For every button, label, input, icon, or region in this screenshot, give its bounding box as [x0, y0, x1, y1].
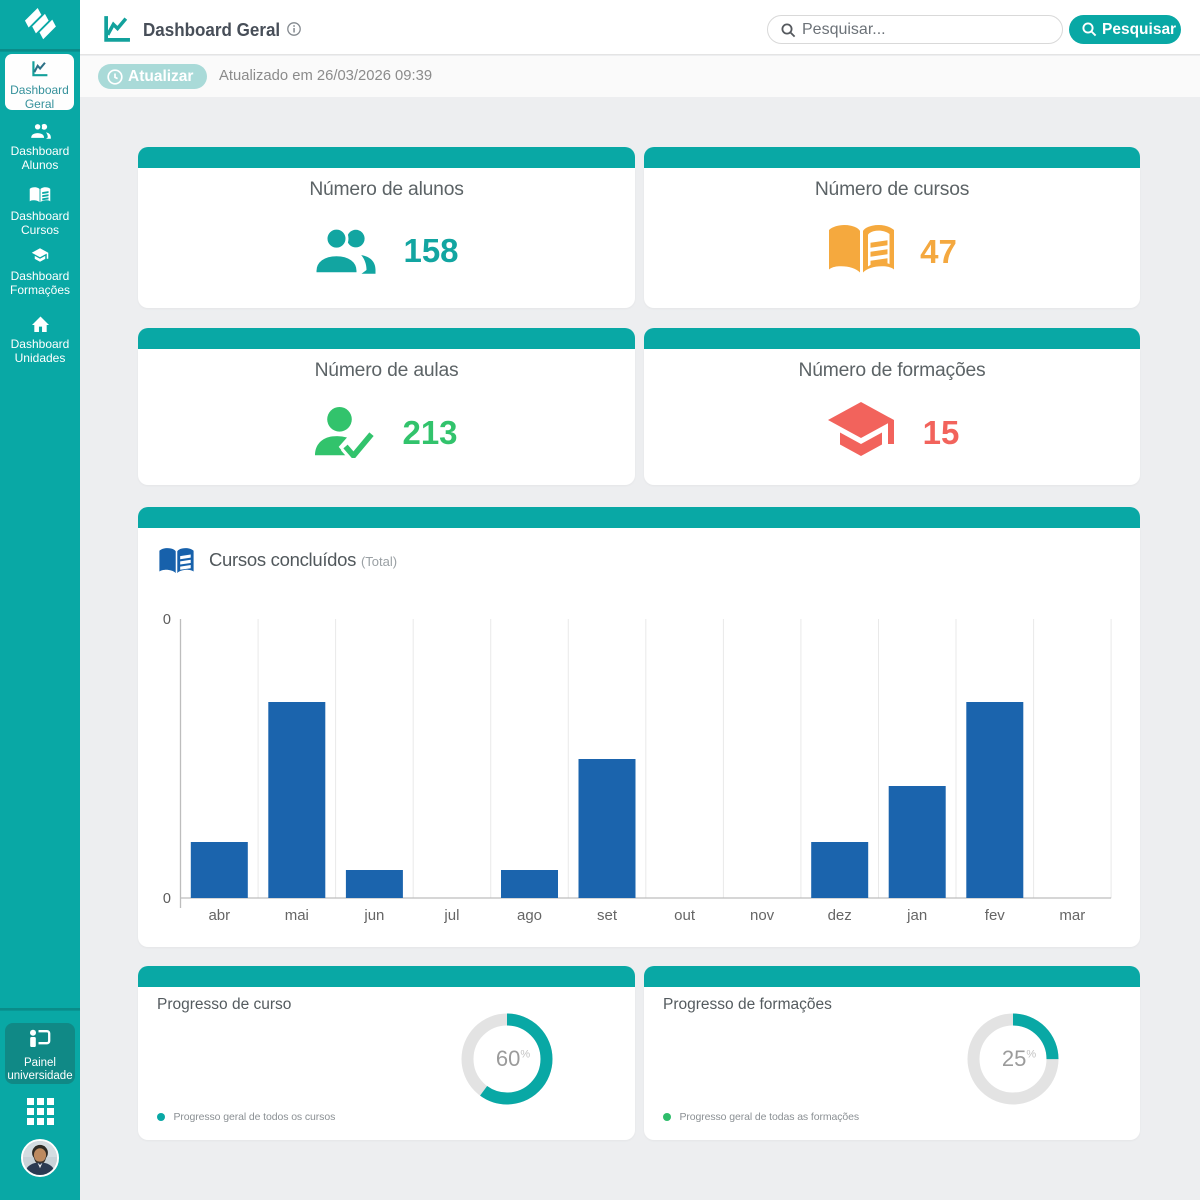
svg-text:jul: jul: [443, 907, 459, 924]
svg-text:jun: jun: [363, 907, 384, 924]
svg-text:jan: jan: [906, 907, 927, 924]
svg-text:set: set: [597, 907, 618, 924]
svg-text:abr: abr: [208, 907, 230, 924]
svg-text:out: out: [674, 907, 696, 924]
svg-text:0: 0: [163, 891, 171, 907]
svg-text:fev: fev: [985, 907, 1006, 924]
svg-text:0: 0: [163, 612, 171, 628]
svg-text:mai: mai: [285, 907, 309, 924]
svg-text:nov: nov: [750, 907, 775, 924]
svg-text:dez: dez: [828, 907, 852, 924]
svg-text:ago: ago: [517, 907, 542, 924]
svg-text:mar: mar: [1059, 907, 1085, 924]
